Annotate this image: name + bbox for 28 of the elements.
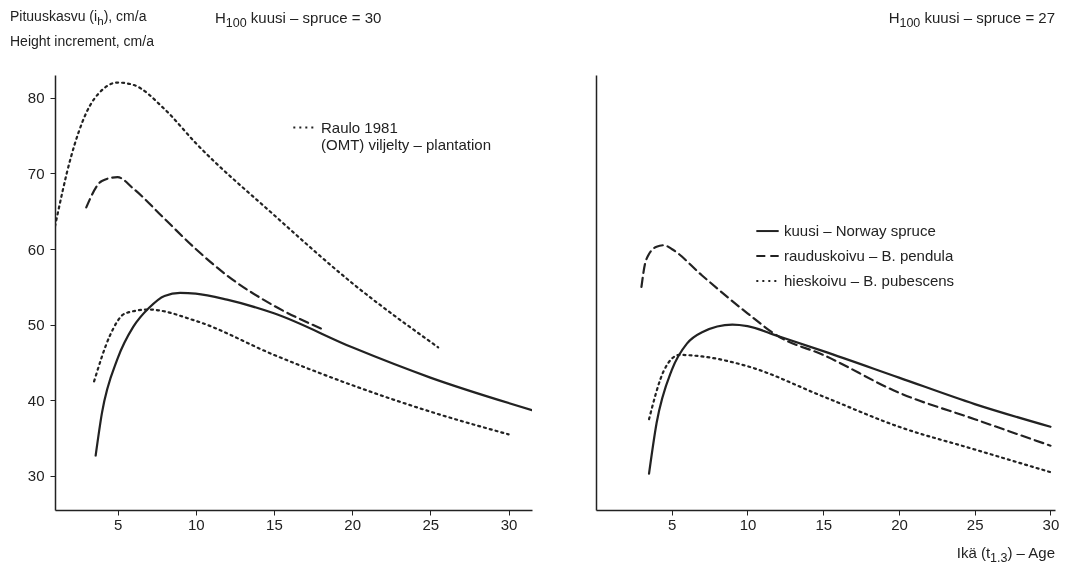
x-tick-label: 30 <box>500 515 518 533</box>
y-tick-label: 30 <box>27 467 45 485</box>
chart-title: H$_{100}$ kuusi – spruce = 27 <box>888 8 1055 32</box>
x-tick-label: 15 <box>815 515 833 533</box>
x-tick-label: 25 <box>422 515 440 533</box>
x-tick-label: 5 <box>668 515 677 533</box>
y-tick-label: 60 <box>27 240 45 258</box>
y-tick-label: 50 <box>27 316 45 334</box>
legend-label: rauduskoivu – B. pendula <box>784 247 954 265</box>
x-tick-label: 5 <box>113 515 123 533</box>
x-tick-label: 25 <box>966 515 984 533</box>
legend-label: kuusi – Norway spruce <box>784 222 936 240</box>
chart-title: H$_{100}$ kuusi – spruce = 30 <box>215 8 382 32</box>
line-series <box>94 291 532 457</box>
x-tick-label: 10 <box>187 515 205 533</box>
x-axis-title: Ikä (t$_{1.3}$) – Age <box>956 543 1055 567</box>
legend-label: hieskoivu – B. pubescens <box>784 272 955 290</box>
y-tick-label: 70 <box>27 164 45 182</box>
y-axis-title: Pituuskasvu (i$_{h}$), cm/a Height increment, cm/a <box>10 7 154 51</box>
legend-label: Raulo 1981 (OMT) viljelty – plantation <box>321 118 492 153</box>
x-tick-label: 10 <box>739 515 757 533</box>
x-tick-label: 20 <box>891 515 908 533</box>
x-tick-label: 15 <box>266 515 283 533</box>
x-tick-label: 30 <box>1042 515 1060 533</box>
line-series <box>85 176 322 330</box>
y-tick-label: 40 <box>27 391 45 409</box>
x-tick-label: 20 <box>344 515 361 533</box>
y-tick-label: 80 <box>27 89 45 107</box>
